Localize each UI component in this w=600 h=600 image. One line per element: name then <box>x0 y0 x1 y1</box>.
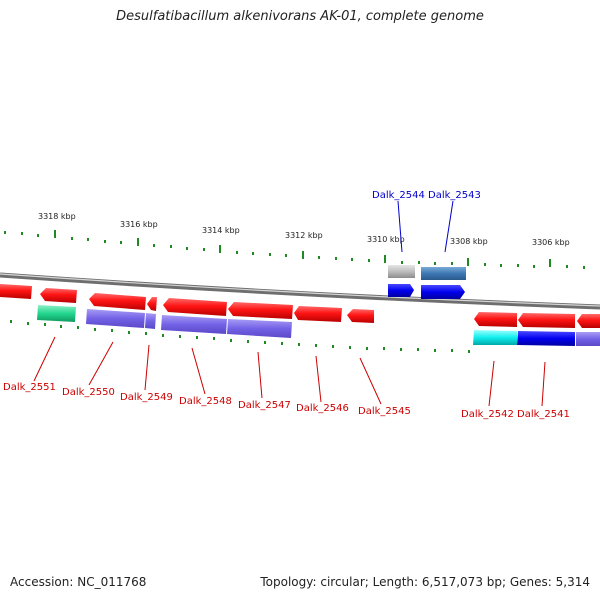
category-block-teal[interactable] <box>37 305 76 322</box>
accession-text: Accession: NC_011768 <box>10 575 147 589</box>
gene-label[interactable]: Dalk_2551 <box>3 382 56 393</box>
map-title: Desulfatibacillum alkenivorans AK-01, co… <box>116 9 484 24</box>
category-block-purple[interactable] <box>86 309 145 328</box>
category-block-purple[interactable] <box>161 315 227 334</box>
gene-arrow-red[interactable] <box>147 297 157 311</box>
outer-tick-ring <box>4 230 585 269</box>
ruler-label: 3310 kbp <box>367 235 405 244</box>
gene-label[interactable]: Dalk_2548 <box>179 396 232 407</box>
gene-arrow-red[interactable] <box>40 288 77 303</box>
gene-label[interactable]: Dalk_2550 <box>62 387 115 398</box>
gene-arrow-red[interactable] <box>294 306 342 322</box>
gene-arrow-red[interactable] <box>474 312 517 327</box>
gene-label[interactable]: Dalk_2545 <box>358 406 411 417</box>
gene-label[interactable]: Dalk_2549 <box>120 392 173 403</box>
category-block-cyan[interactable] <box>473 330 517 345</box>
label-leaders <box>33 336 546 407</box>
gene-arrow-steelblue[interactable] <box>421 267 466 280</box>
gene-label[interactable]: Dalk_2542 <box>461 409 514 420</box>
gene-label[interactable]: Dalk_2546 <box>296 403 349 414</box>
ruler-label: 3306 kbp <box>532 238 570 247</box>
gene-arrow-blue[interactable] <box>388 284 414 297</box>
category-block-purple[interactable] <box>576 332 600 346</box>
gene-arrow-red[interactable] <box>518 313 575 328</box>
gene-arrow-red[interactable] <box>347 309 374 323</box>
category-block-purple[interactable] <box>145 313 156 329</box>
category-block-purple[interactable] <box>227 319 292 338</box>
ruler-label: 3308 kbp <box>450 237 488 246</box>
gene-label[interactable]: Dalk_2547 <box>238 400 291 411</box>
forward-strand-genes <box>388 265 466 299</box>
gene-label[interactable]: Dalk_2543 <box>428 190 481 201</box>
gene-label[interactable]: Dalk_2544 <box>372 190 425 201</box>
ruler-label: 3316 kbp <box>120 220 158 229</box>
ruler-label: 3314 kbp <box>202 226 240 235</box>
reverse-strand-genes <box>0 284 600 328</box>
genome-summary-text: Topology: circular; Length: 6,517,073 bp… <box>260 575 590 589</box>
gene-label[interactable]: Dalk_2541 <box>517 409 570 420</box>
ruler-label: 3312 kbp <box>285 231 323 240</box>
inner-tick-ring <box>10 320 470 353</box>
gene-arrow-red[interactable] <box>0 284 32 299</box>
gene-arrow-red[interactable] <box>163 298 227 316</box>
gene-arrow-red[interactable] <box>577 314 600 328</box>
gene-arrow-gray[interactable] <box>388 265 415 278</box>
gene-arrow-red[interactable] <box>228 302 293 319</box>
category-track <box>37 305 600 346</box>
genome-backbone <box>0 272 600 310</box>
gene-arrow-blue[interactable] <box>421 285 465 299</box>
ruler-label: 3318 kbp <box>38 212 76 221</box>
category-block-blue[interactable] <box>517 331 575 346</box>
gene-arrow-red[interactable] <box>89 293 146 310</box>
